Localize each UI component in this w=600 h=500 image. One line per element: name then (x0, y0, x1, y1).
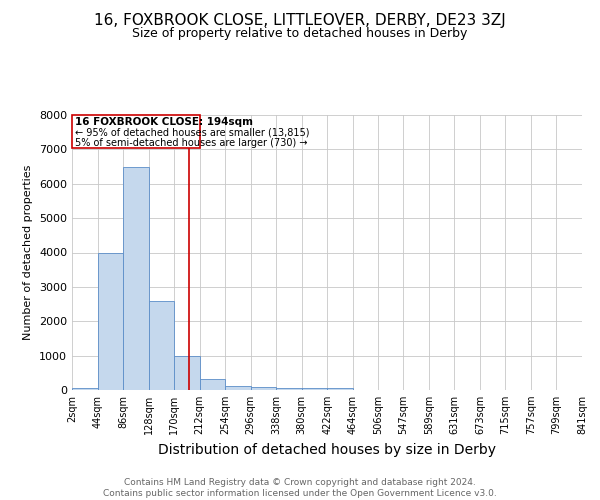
Text: 16, FOXBROOK CLOSE, LITTLEOVER, DERBY, DE23 3ZJ: 16, FOXBROOK CLOSE, LITTLEOVER, DERBY, D… (94, 12, 506, 28)
Text: Contains HM Land Registry data © Crown copyright and database right 2024.
Contai: Contains HM Land Registry data © Crown c… (103, 478, 497, 498)
Bar (225, 386, 251, 390)
Y-axis label: Number of detached properties: Number of detached properties (23, 165, 34, 340)
X-axis label: Distribution of detached houses by size in Derby: Distribution of detached houses by size … (158, 442, 496, 456)
Bar (276, 388, 302, 390)
Bar (149, 300, 174, 390)
Bar (98, 252, 123, 390)
Bar (72, 388, 98, 390)
Bar (302, 388, 328, 390)
Bar (200, 379, 225, 390)
Bar (328, 388, 353, 390)
Text: 16 FOXBROOK CLOSE: 194sqm: 16 FOXBROOK CLOSE: 194sqm (75, 117, 253, 127)
Text: ← 95% of detached houses are smaller (13,815): ← 95% of detached houses are smaller (13… (75, 128, 310, 138)
Bar (251, 386, 276, 390)
FancyBboxPatch shape (72, 115, 200, 148)
Text: Size of property relative to detached houses in Derby: Size of property relative to detached ho… (133, 28, 467, 40)
Text: 5% of semi-detached houses are larger (730) →: 5% of semi-detached houses are larger (7… (75, 138, 308, 148)
Bar (174, 356, 200, 390)
Bar (123, 166, 149, 390)
